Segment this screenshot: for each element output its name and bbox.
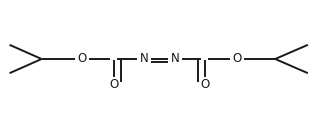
Text: O: O — [200, 78, 209, 91]
Text: N: N — [140, 53, 148, 65]
Text: O: O — [232, 53, 241, 65]
Text: N: N — [171, 53, 180, 65]
Text: O: O — [77, 53, 86, 65]
Text: O: O — [109, 78, 118, 91]
